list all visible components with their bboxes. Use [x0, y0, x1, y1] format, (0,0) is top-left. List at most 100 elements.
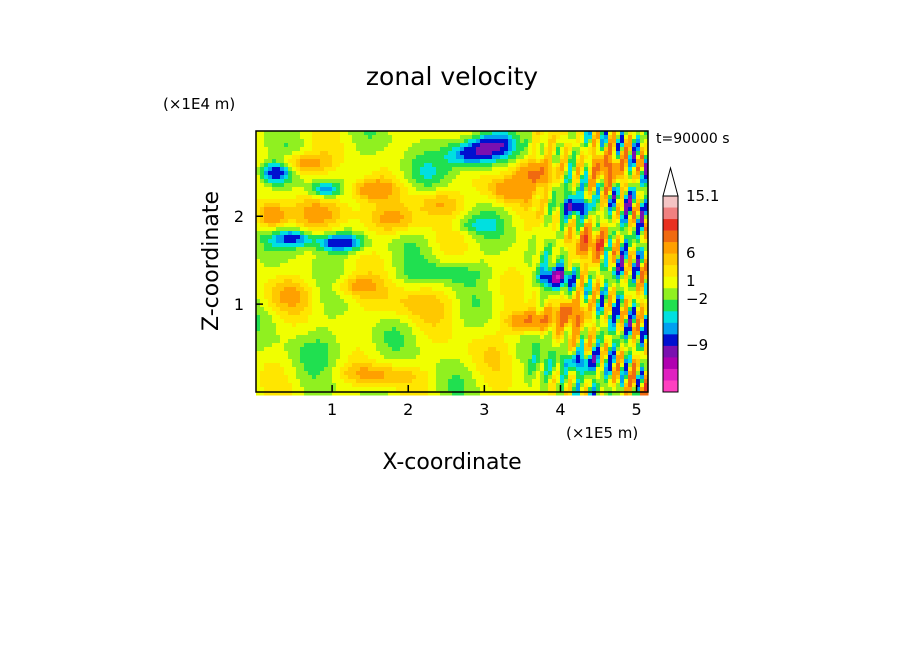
contour-cell	[492, 391, 497, 396]
contour-cell	[520, 263, 525, 268]
contour-cell	[268, 227, 273, 232]
contour-cell	[352, 335, 357, 340]
contour-cell	[368, 187, 373, 192]
contour-cell	[292, 351, 297, 356]
contour-cell	[264, 219, 269, 224]
contour-cell	[512, 159, 517, 164]
contour-cell	[428, 235, 433, 240]
contour-cell	[268, 375, 273, 380]
contour-cell	[556, 223, 561, 228]
contour-cell	[508, 195, 513, 200]
contour-cell	[536, 263, 541, 268]
contour-cell	[376, 343, 381, 348]
contour-cell	[524, 379, 529, 384]
contour-cell	[552, 287, 557, 292]
contour-cell	[256, 155, 261, 160]
contour-cell	[348, 131, 353, 136]
contour-cell	[556, 307, 561, 312]
contour-cell	[532, 167, 537, 172]
contour-cell	[504, 131, 509, 136]
contour-cell	[280, 375, 285, 380]
contour-cell	[356, 339, 361, 344]
contour-cell	[356, 327, 361, 332]
contour-cell	[440, 235, 445, 240]
contour-cell	[348, 155, 353, 160]
contour-cell	[440, 299, 445, 304]
contour-cell	[348, 163, 353, 168]
contour-cell	[476, 371, 481, 376]
contour-cell	[444, 267, 449, 272]
contour-cell	[448, 207, 453, 212]
contour-cell	[516, 131, 521, 136]
contour-cell	[508, 271, 513, 276]
contour-cell	[520, 319, 525, 324]
contour-cell	[340, 195, 345, 200]
contour-cell	[540, 307, 545, 312]
contour-cell	[256, 355, 261, 360]
contour-cell	[408, 375, 413, 380]
contour-cell	[456, 295, 461, 300]
contour-cell	[328, 271, 333, 276]
contour-cell	[428, 175, 433, 180]
contour-cell	[476, 215, 481, 220]
contour-cell	[344, 283, 349, 288]
contour-cell	[280, 147, 285, 152]
contour-cell	[288, 331, 293, 336]
contour-cell	[480, 387, 485, 392]
contour-cell	[448, 319, 453, 324]
contour-cell	[256, 319, 261, 324]
contour-cell	[304, 311, 309, 316]
contour-cell	[260, 215, 265, 220]
contour-cell	[428, 355, 433, 360]
contour-cell	[424, 319, 429, 324]
contour-cell	[404, 151, 409, 156]
contour-cell	[548, 331, 553, 336]
contour-cell	[540, 279, 545, 284]
contour-cell	[544, 295, 549, 300]
contour-cell	[508, 163, 513, 168]
contour-cell	[520, 231, 525, 236]
contour-cell	[496, 143, 501, 148]
contour-cell	[532, 227, 537, 232]
contour-cell	[332, 139, 337, 144]
contour-cell	[536, 335, 541, 340]
contour-cell	[424, 179, 429, 184]
contour-cell	[544, 311, 549, 316]
contour-cell	[300, 323, 305, 328]
contour-cell	[492, 199, 497, 204]
contour-cell	[268, 147, 273, 152]
contour-cell	[500, 155, 505, 160]
contour-cell	[552, 135, 557, 140]
contour-cell	[336, 331, 341, 336]
contour-cell	[320, 235, 325, 240]
contour-cell	[300, 383, 305, 388]
contour-cell	[304, 255, 309, 260]
contour-cell	[448, 387, 453, 392]
contour-cell	[272, 227, 277, 232]
contour-cell	[480, 251, 485, 256]
contour-cell	[416, 303, 421, 308]
contour-cell	[312, 187, 317, 192]
contour-cell	[304, 155, 309, 160]
contour-cell	[480, 183, 485, 188]
contour-cell	[256, 299, 261, 304]
contour-cell	[384, 311, 389, 316]
contour-cell	[464, 335, 469, 340]
contour-cell	[328, 291, 333, 296]
contour-cell	[420, 279, 425, 284]
contour-cell	[360, 295, 365, 300]
contour-cell	[472, 291, 477, 296]
contour-cell	[316, 163, 321, 168]
contour-cell	[508, 331, 513, 336]
contour-cell	[420, 215, 425, 220]
contour-cell	[368, 247, 373, 252]
contour-cell	[536, 359, 541, 364]
contour-cell	[436, 283, 441, 288]
contour-cell	[300, 275, 305, 280]
contour-cell	[512, 279, 517, 284]
contour-cell	[304, 235, 309, 240]
contour-cell	[512, 291, 517, 296]
contour-cell	[424, 239, 429, 244]
contour-cell	[324, 291, 329, 296]
contour-cell	[348, 191, 353, 196]
